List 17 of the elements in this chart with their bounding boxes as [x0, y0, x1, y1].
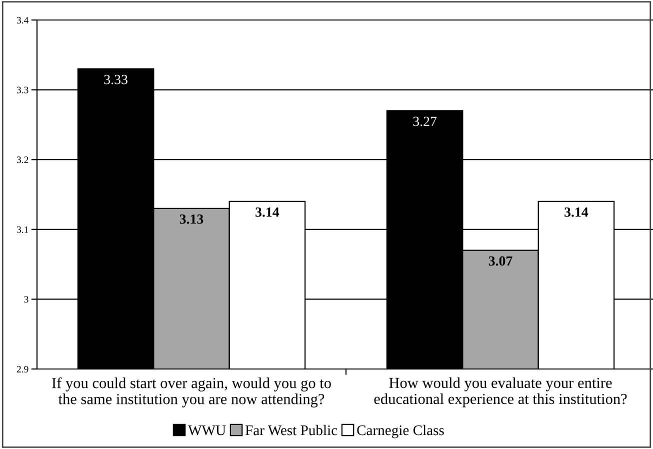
legend-label: Far West Public [245, 424, 338, 436]
data-label: 3.14 [564, 207, 588, 217]
y-tick-label: 3.3 [16, 86, 28, 94]
x-tick-label: If you could start over again, would you go to the same institution you are now attending? [52, 377, 331, 408]
data-label: 3.13 [180, 214, 204, 224]
legend-label: WWU [188, 426, 226, 436]
y-tick-label: 3.1 [16, 226, 28, 233]
data-label: 3.07 [488, 256, 512, 266]
y-tick-label: 3 [24, 296, 28, 303]
legend-label: Carnegie Class [357, 424, 444, 438]
y-tick-label: 3.2 [16, 156, 28, 164]
data-label: 3.33 [104, 74, 128, 84]
data-label: 3.14 [256, 207, 280, 217]
y-tick-label: 2.9 [16, 366, 28, 373]
y-tick-label: 3.4 [16, 16, 29, 24]
data-label: 3.27 [413, 116, 437, 126]
x-tick-label: How would you evaluate your entire educational experience at this institution? [374, 377, 627, 408]
